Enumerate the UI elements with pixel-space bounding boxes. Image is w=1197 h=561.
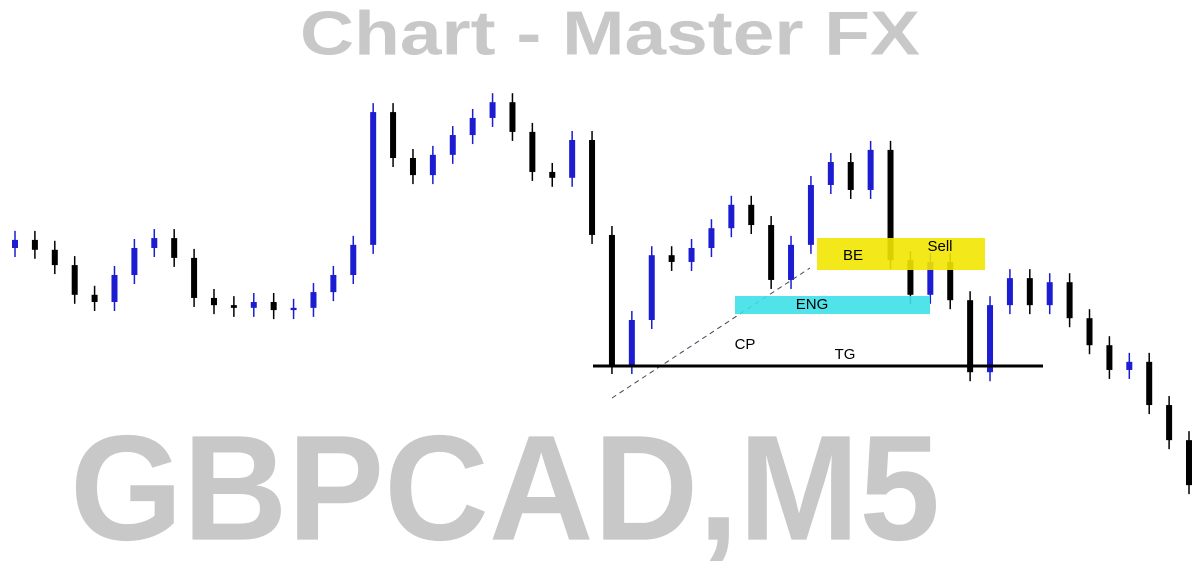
candle-body (409, 158, 416, 176)
candle-body (827, 162, 834, 185)
candle-body (429, 154, 436, 176)
candle-body (51, 249, 58, 266)
eng-label: ENG (796, 296, 829, 313)
candle-body (987, 305, 994, 373)
candle-body (1166, 405, 1173, 441)
candle-body (469, 117, 476, 136)
candle-body (748, 204, 755, 226)
eng-box (735, 296, 930, 314)
watermark-symbol: GBPCAD,M5 (70, 404, 940, 561)
watermark-title: Chart - Master FX (300, 0, 920, 68)
candle-body (489, 102, 496, 118)
trend-line (611, 267, 811, 399)
be-box (817, 238, 985, 270)
be-label: BE (843, 247, 863, 264)
candle-body (887, 149, 894, 261)
candle-body (768, 225, 775, 280)
candle-body (91, 294, 98, 302)
candle-body (608, 234, 615, 365)
tg-label: TG (835, 346, 856, 363)
candle-body (270, 302, 277, 311)
candle-body (171, 238, 178, 258)
candle-body (509, 102, 516, 132)
candle-body (947, 261, 954, 301)
candle-body (131, 248, 138, 275)
candle-body (549, 171, 556, 178)
candle-body (449, 135, 456, 155)
candle-body (628, 320, 635, 365)
candle-body (867, 149, 874, 190)
candle-body (807, 185, 814, 245)
candle-body (290, 307, 297, 311)
candle-body (788, 244, 795, 280)
candle-body (12, 239, 18, 248)
candle-body (310, 292, 317, 308)
candle-body (111, 275, 118, 302)
candle-body (1046, 282, 1053, 306)
candle-body (1086, 318, 1093, 346)
candle-body (1186, 440, 1192, 486)
candle-body (728, 204, 735, 229)
candle-body (350, 244, 357, 275)
candle-body (31, 239, 38, 250)
candle-body (927, 261, 934, 295)
candle-body (1026, 278, 1033, 306)
candle-body (1106, 345, 1113, 370)
sell-label: Sell (927, 238, 952, 255)
candle-body (1126, 361, 1133, 370)
candle-body (151, 238, 158, 248)
candle-body (210, 297, 217, 306)
candle-body (847, 162, 854, 190)
candle-body (708, 228, 715, 248)
candle-body (569, 140, 576, 178)
candle-body (330, 275, 337, 293)
candle-body (71, 265, 78, 295)
candle-body (250, 302, 257, 308)
candles (12, 93, 1192, 495)
candle-body (1006, 278, 1013, 306)
candle-body (967, 300, 974, 373)
candle-body (648, 255, 655, 320)
candle-body (907, 260, 914, 295)
candle-body (529, 131, 536, 172)
candle-body (191, 257, 198, 298)
candle-body (230, 305, 237, 308)
candle-body (370, 112, 377, 245)
candle-body (668, 255, 675, 262)
cp-label: CP (735, 336, 756, 353)
candle-body (688, 248, 695, 262)
candle-body (1146, 361, 1153, 406)
candle-body (589, 140, 596, 235)
candle-body (390, 112, 397, 158)
candle-body (1066, 282, 1073, 319)
